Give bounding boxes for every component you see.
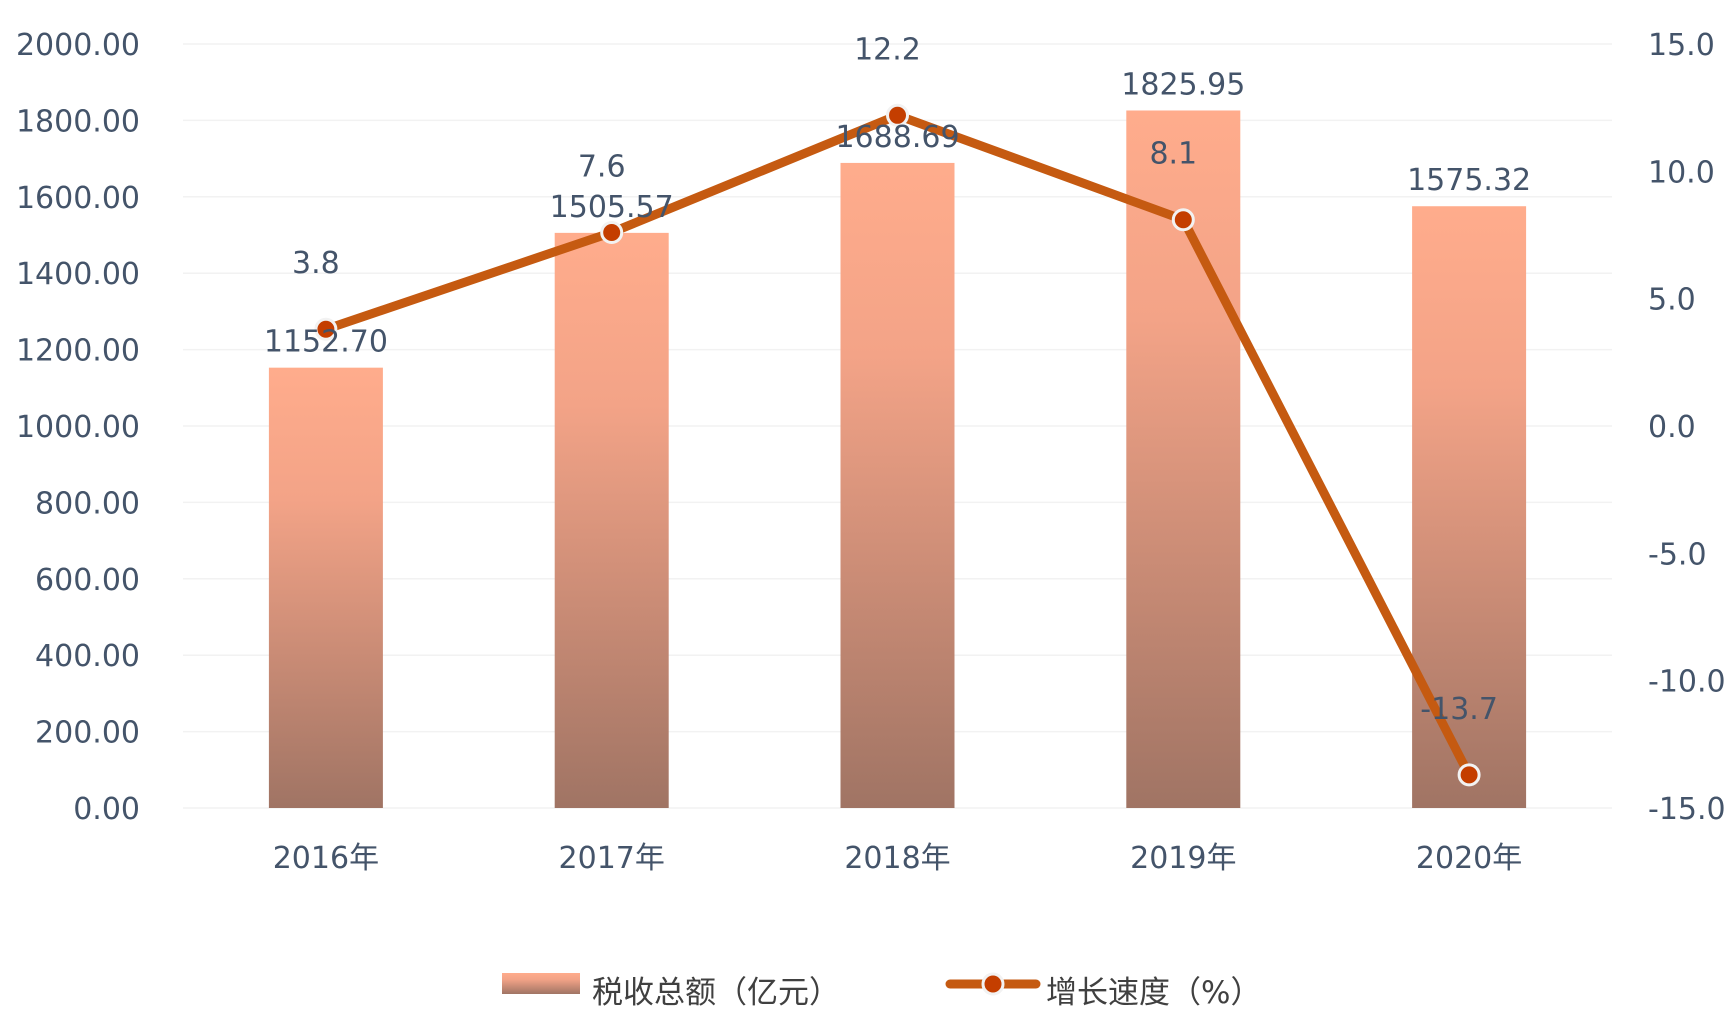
right-tick-label: -5.0 — [1648, 537, 1707, 572]
bar-value-label: 1575.32 — [1407, 163, 1531, 198]
line-value-label: 8.1 — [1149, 137, 1197, 172]
left-tick-label: 1200.00 — [16, 334, 140, 369]
left-tick-label: 1000.00 — [16, 410, 140, 445]
bar — [554, 232, 669, 808]
line-value-label: 3.8 — [292, 246, 340, 281]
left-axis: 0.00 200.00 400.00 600.00 800.00 1000.00 1200.… — [16, 28, 140, 827]
left-tick-label: 400.00 — [35, 639, 140, 674]
line-marker — [600, 220, 624, 244]
right-tick-label: 5.0 — [1648, 283, 1696, 318]
left-tick-label: 0.00 — [73, 792, 140, 827]
line-value-label: -13.7 — [1420, 692, 1498, 727]
line-marker — [314, 317, 338, 341]
line-marker — [1457, 763, 1481, 787]
legend: 税收总额（亿元） 增长速度（%） — [502, 972, 1261, 1011]
legend-line-label: 增长速度（%） — [1046, 975, 1261, 1011]
legend-bar-label: 税收总额（亿元） — [592, 975, 840, 1011]
legend-bar-swatch — [502, 973, 580, 994]
category-label: 2016年 — [273, 841, 379, 876]
category-label: 2020年 — [1416, 841, 1522, 876]
right-tick-label: 15.0 — [1648, 28, 1715, 63]
bar-series — [268, 110, 1527, 809]
right-tick-label: -10.0 — [1648, 665, 1726, 700]
bar-value-label: 1688.69 — [835, 120, 959, 155]
data-labels: 1152.70 1505.57 1688.69 1825.95 1575.32 3.8 7.… — [264, 32, 1531, 727]
category-label: 2018年 — [844, 841, 950, 876]
line-marker — [1171, 208, 1195, 232]
left-tick-label: 1400.00 — [16, 257, 140, 292]
right-axis: -15.0 -10.0 -5.0 0.0 5.0 10.0 15.0 — [1648, 28, 1726, 827]
category-label: 2017年 — [559, 841, 665, 876]
category-axis: 2016年 2017年 2018年 2019年 2020年 — [273, 841, 1523, 876]
right-tick-label: -15.0 — [1648, 792, 1726, 827]
line-series — [314, 103, 1481, 787]
left-tick-label: 2000.00 — [16, 28, 140, 63]
line-value-label: 12.2 — [854, 32, 921, 67]
bar-value-label: 1505.57 — [550, 190, 674, 225]
line-value-label: 7.6 — [578, 149, 626, 184]
category-label: 2019年 — [1130, 841, 1236, 876]
right-tick-label: 10.0 — [1648, 155, 1715, 190]
legend-line-marker — [981, 972, 1005, 996]
bar — [268, 367, 383, 808]
bar-value-label: 1152.70 — [264, 325, 388, 360]
bar — [840, 162, 955, 809]
right-tick-label: 0.0 — [1648, 410, 1696, 445]
bar-value-label: 1825.95 — [1121, 67, 1245, 102]
left-tick-label: 1600.00 — [16, 181, 140, 216]
line-marker — [886, 103, 909, 127]
left-tick-label: 800.00 — [35, 486, 140, 521]
left-tick-label: 600.00 — [35, 563, 140, 598]
left-tick-label: 1800.00 — [16, 104, 140, 139]
left-tick-label: 200.00 — [35, 716, 140, 751]
